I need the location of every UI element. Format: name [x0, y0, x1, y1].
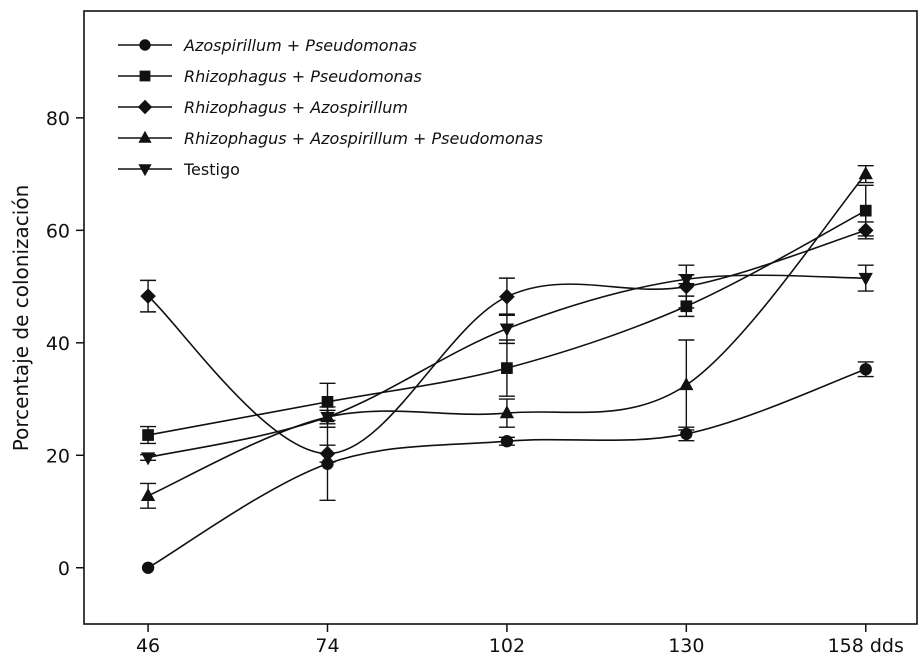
data-point [138, 130, 152, 143]
y-tick-label: 40 [46, 333, 70, 355]
data-point [857, 222, 874, 239]
data-point [138, 164, 152, 177]
data-point [321, 396, 334, 408]
legend-label-part: + [287, 129, 311, 148]
data-point [679, 377, 694, 391]
legend-item: Rhizophagus + Pseudomonas [118, 67, 422, 86]
legend-label: Testigo [183, 160, 240, 179]
series-circle [141, 361, 874, 574]
legend-label-part: Pseudomonas [310, 67, 422, 86]
legend-label-part: Azospirillum [309, 129, 408, 148]
data-point [499, 288, 515, 305]
legend-label: Rhizophagus + Pseudomonas [184, 67, 422, 86]
x-tick-label: 158 dds [828, 635, 904, 657]
legend-label: Azospirillum + Pseudomonas [183, 36, 417, 55]
legend-item: Testigo [118, 160, 240, 179]
data-point [137, 99, 153, 115]
data-point [859, 363, 872, 376]
y-axis-title: Porcentaje de colonización [9, 185, 33, 452]
data-point [319, 445, 336, 462]
legend-label-part: Azospirillum [183, 36, 282, 55]
data-point [680, 427, 693, 441]
data-point [500, 435, 514, 448]
x-axis: 46 74 102 130 158 dds [136, 624, 904, 657]
legend-label-part: Pseudomonas [432, 129, 544, 148]
x-tick-label: 74 [315, 635, 339, 657]
data-point [139, 70, 151, 82]
legend-item: Rhizophagus + Azospirillum + Pseudomonas [118, 129, 543, 148]
data-point [321, 457, 334, 470]
y-tick-label: 0 [58, 558, 70, 580]
data-point [499, 323, 515, 337]
data-point [859, 204, 872, 217]
legend-label-part: Testigo [183, 160, 240, 179]
legend-label-part: + [287, 67, 311, 86]
legend-label-part: + [408, 129, 432, 148]
legend-label-part: Azospirillum [309, 98, 408, 117]
legend-label-part: + [282, 36, 306, 55]
legend-label: Rhizophagus + Azospirillum [184, 98, 408, 117]
legend-label-part: + [287, 98, 311, 117]
plot-area-frame [83, 10, 918, 625]
x-tick-label: 130 [668, 635, 704, 657]
data-point [140, 288, 156, 304]
data-point [501, 362, 513, 374]
data-point [141, 561, 155, 574]
data-point [140, 452, 156, 466]
legend-label-part: Rhizophagus [184, 67, 287, 86]
y-axis: 0 20 40 60 80 [46, 108, 84, 580]
series-triangle-down [140, 264, 874, 466]
x-tick-label: 46 [136, 635, 160, 657]
y-tick-label: 80 [46, 108, 70, 130]
legend-item: Azospirillum + Pseudomonas [118, 36, 417, 55]
legend-item: Rhizophagus + Azospirillum [118, 98, 408, 117]
series-layer [140, 164, 874, 574]
data-point [142, 429, 154, 441]
data-point [499, 405, 515, 419]
y-tick-label: 60 [46, 220, 70, 242]
y-tick-label: 20 [46, 445, 70, 467]
legend-label-part: Pseudomonas [305, 36, 417, 55]
data-point [679, 274, 694, 288]
data-point [858, 166, 873, 180]
data-point [139, 39, 151, 51]
legend-label: Rhizophagus + Azospirillum + Pseudomonas [184, 129, 543, 148]
legend-label-part: Rhizophagus [184, 129, 287, 148]
data-point [858, 272, 873, 286]
data-point [320, 411, 335, 425]
data-point [140, 487, 156, 501]
legend-label-part: Rhizophagus [184, 98, 287, 117]
x-tick-label: 102 [489, 635, 525, 657]
